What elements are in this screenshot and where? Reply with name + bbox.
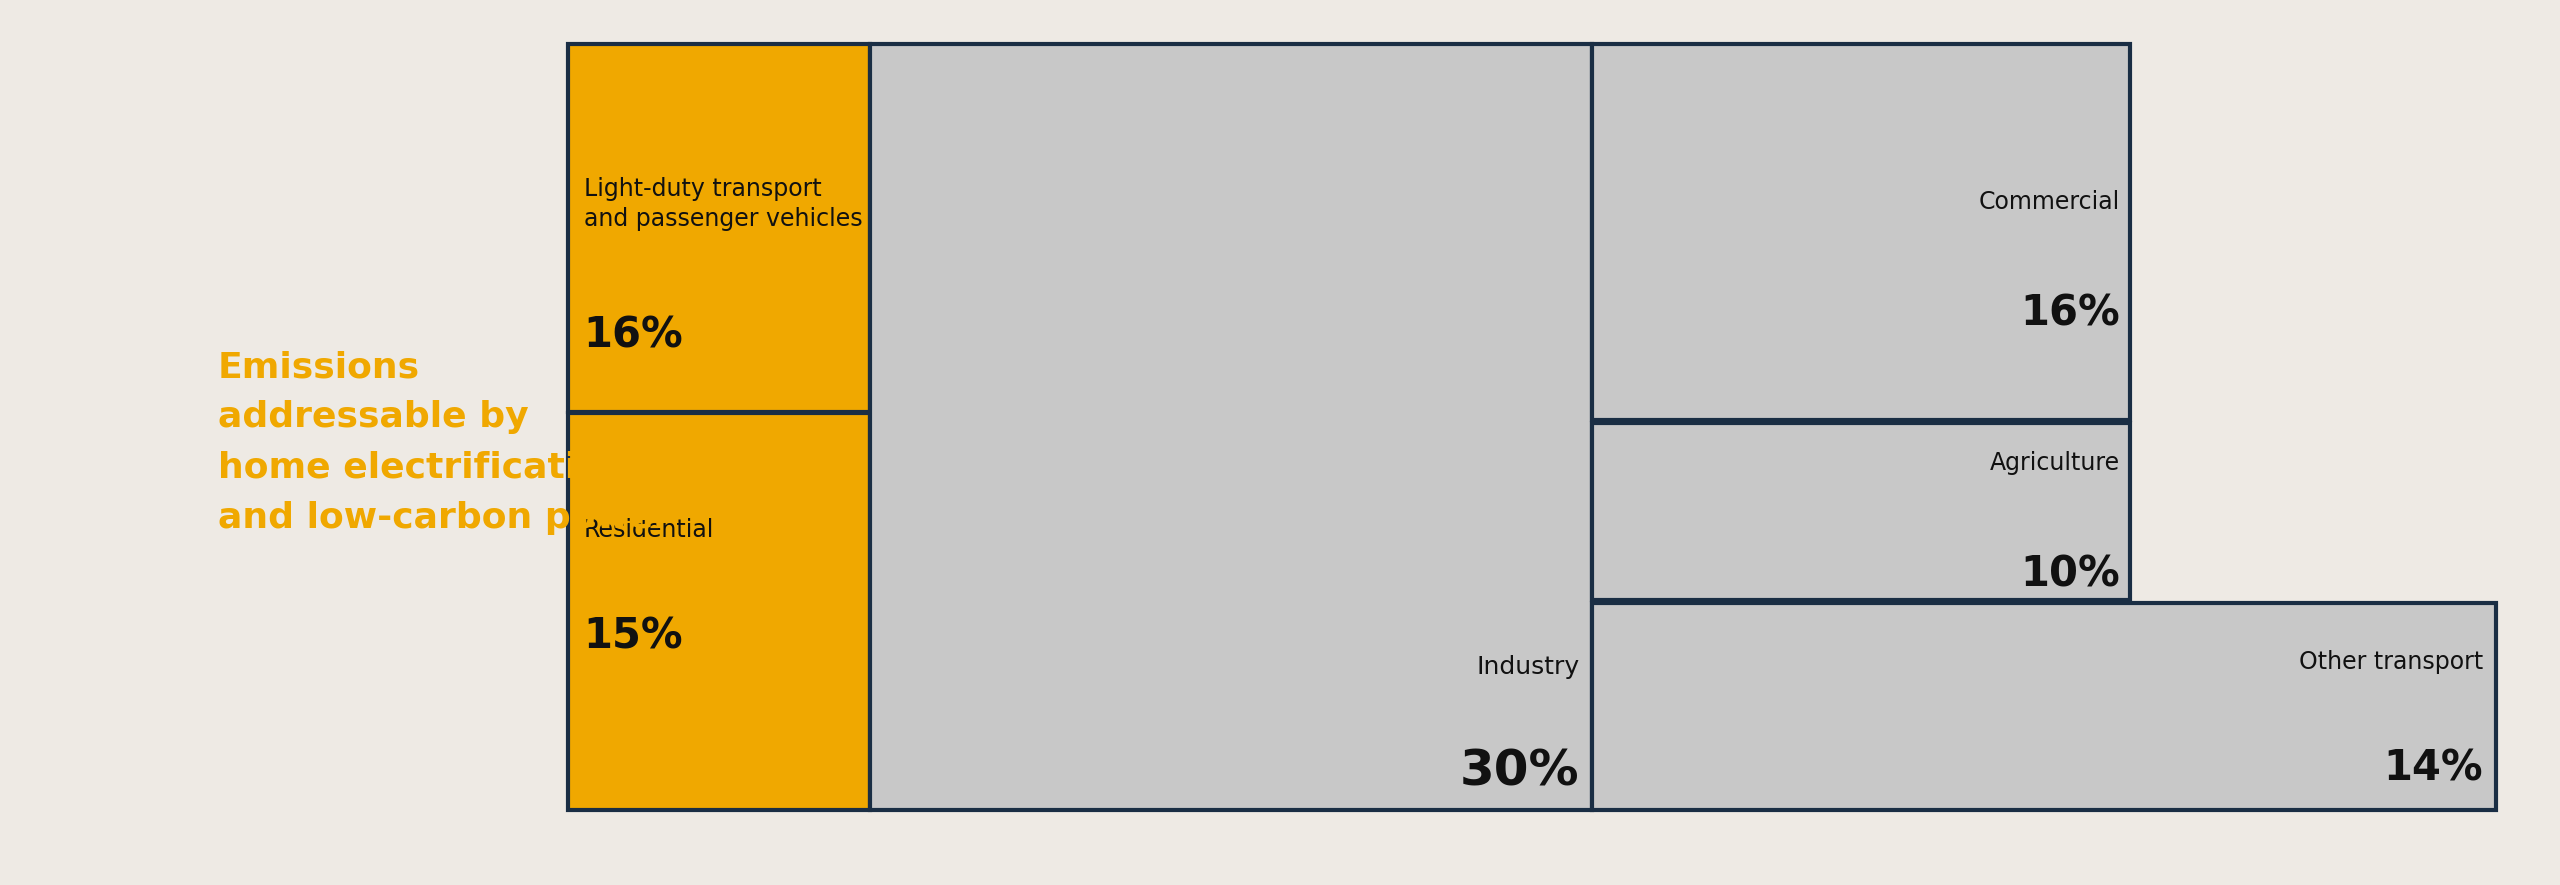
Text: Light-duty transport
and passenger vehicles: Light-duty transport and passenger vehic… xyxy=(584,177,863,231)
Text: 16%: 16% xyxy=(2020,292,2120,334)
Bar xyxy=(568,44,870,412)
Text: Industry: Industry xyxy=(1477,655,1580,679)
Text: 15%: 15% xyxy=(584,615,684,657)
Bar xyxy=(568,413,870,810)
Text: Residential: Residential xyxy=(584,518,714,542)
Text: Other transport: Other transport xyxy=(2299,650,2483,674)
Text: 10%: 10% xyxy=(2020,553,2120,595)
Bar xyxy=(1592,603,2496,810)
Bar xyxy=(870,44,1592,810)
Text: 30%: 30% xyxy=(1459,748,1580,796)
Text: 14%: 14% xyxy=(2383,748,2483,789)
Bar xyxy=(1592,423,2130,600)
Text: Agriculture: Agriculture xyxy=(1989,451,2120,475)
Text: Emissions
addressable by
home electrification
and low-carbon power: Emissions addressable by home electrific… xyxy=(218,350,671,535)
Text: Commercial: Commercial xyxy=(1979,190,2120,214)
Bar xyxy=(1592,44,2130,420)
Text: 16%: 16% xyxy=(584,314,684,356)
